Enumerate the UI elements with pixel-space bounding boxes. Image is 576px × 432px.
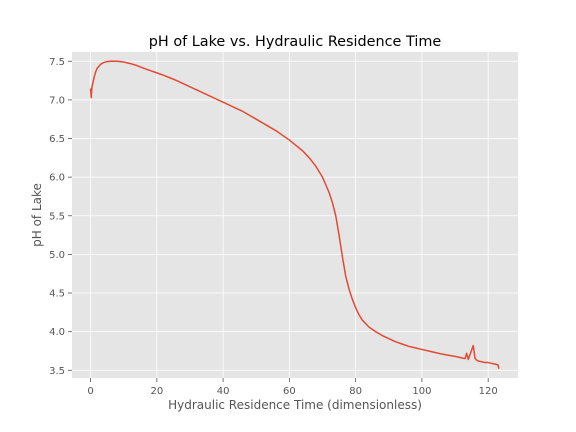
chart-title: pH of Lake vs. Hydraulic Residence Time	[149, 34, 442, 50]
y-tick-label: 6.5	[49, 134, 65, 145]
x-tick-label: 80	[349, 386, 362, 397]
x-tick-label: 20	[150, 386, 163, 397]
grid-lines	[72, 52, 518, 378]
y-tick-label: 5.0	[49, 250, 65, 261]
plot-background	[72, 52, 518, 378]
y-tick-label: 3.5	[49, 366, 65, 377]
series-layer	[89, 60, 500, 369]
x-tick-label: 60	[283, 386, 296, 397]
y-tick-label: 7.5	[49, 57, 65, 68]
y-tick-label: 6.0	[49, 173, 65, 184]
y-tick-label: 4.0	[49, 327, 65, 338]
x-axis-label: Hydraulic Residence Time (dimensionless)	[168, 398, 422, 412]
y-axis-ticks: 3.5 4.0 4.5 5.0 5.5 6.0 6.5 7.0 7.5	[49, 57, 72, 377]
y-tick-label: 7.0	[49, 95, 65, 106]
x-axis-ticks: 0 20 40 60 80 100 120	[87, 378, 498, 397]
y-tick-label: 4.5	[49, 289, 65, 300]
y-axis-label: pH of Lake	[30, 183, 44, 247]
series-line-ph	[89, 60, 500, 369]
x-tick-label: 0	[87, 386, 93, 397]
x-tick-label: 100	[412, 386, 431, 397]
x-tick-label: 120	[479, 386, 498, 397]
x-tick-label: 40	[217, 386, 230, 397]
y-tick-label: 5.5	[49, 211, 65, 222]
